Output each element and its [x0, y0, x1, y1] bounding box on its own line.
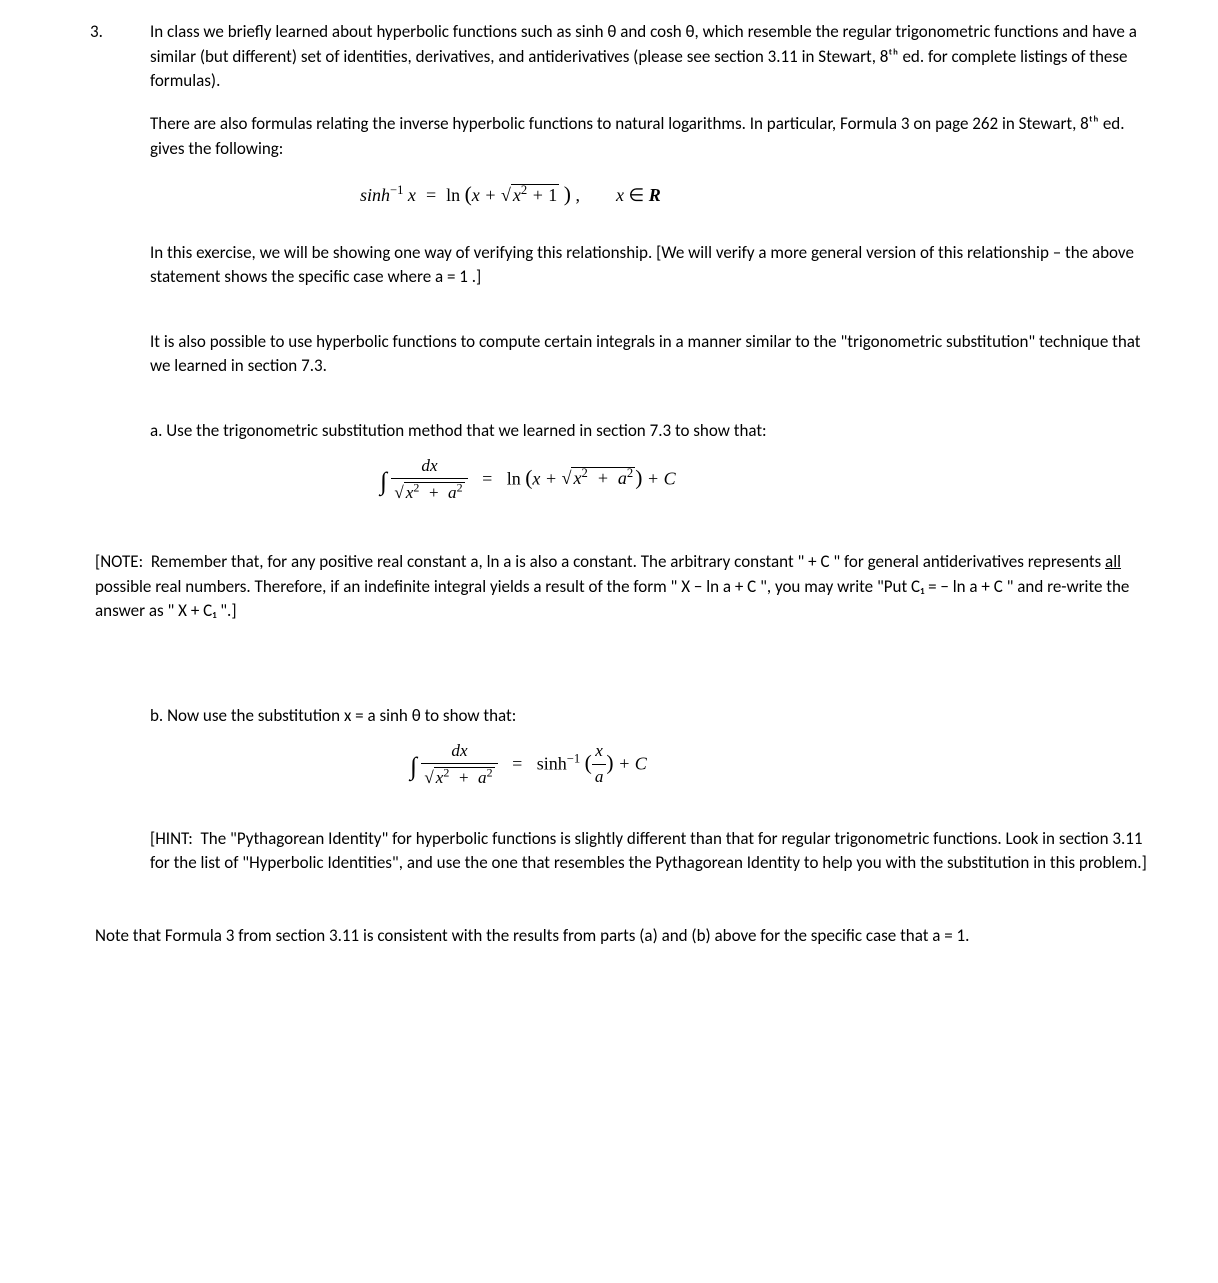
hint-block: [HINT: The "Pythagorean Identity" for hy…: [150, 827, 1158, 876]
hint-text: The "Pythagorean Identity" for hyperboli…: [150, 828, 1147, 874]
hint-label: [HINT:: [150, 828, 193, 849]
question-content: In class we briefly learned about hyperb…: [150, 20, 1158, 967]
note-underlined: all: [1105, 551, 1121, 572]
footer-note: Note that Formula 3 from section 3.11 is…: [95, 924, 1158, 949]
intro-paragraph-3: In this exercise, we will be showing one…: [150, 241, 1158, 290]
intro-paragraph-2: There are also formulas relating the inv…: [150, 112, 1158, 161]
note-text-2: possible real numbers. Therefore, if an …: [95, 576, 1129, 622]
part-b-prompt: b. Now use the substitution x = a sinh θ…: [150, 704, 1158, 729]
note-label: [NOTE:: [95, 551, 143, 572]
part-a-prompt: a. Use the trigonometric substitution me…: [150, 419, 1158, 444]
intro-paragraph-1: In class we briefly learned about hyperb…: [150, 20, 1158, 94]
note-text-1: Remember that, for any positive real con…: [151, 551, 1105, 572]
question-number: 3.: [40, 20, 150, 967]
formula-integral-b: ∫ dxx2 + a2 = sinh−1 ( x a ) + C: [150, 739, 1158, 791]
intro-paragraph-4: It is also possible to use hyperbolic fu…: [150, 330, 1158, 379]
page-container: 3. In class we briefly learned about hyp…: [40, 20, 1158, 967]
formula-integral-a: ∫ dxx2 + a2 = ln (x + x2 + a2) + C: [150, 454, 1158, 506]
formula-sinh-inverse: sinh−1 x = ln (x + x2 + 1 ) , x ∈ R: [150, 179, 1158, 210]
note-block: [NOTE: Remember that, for any positive r…: [95, 550, 1158, 624]
